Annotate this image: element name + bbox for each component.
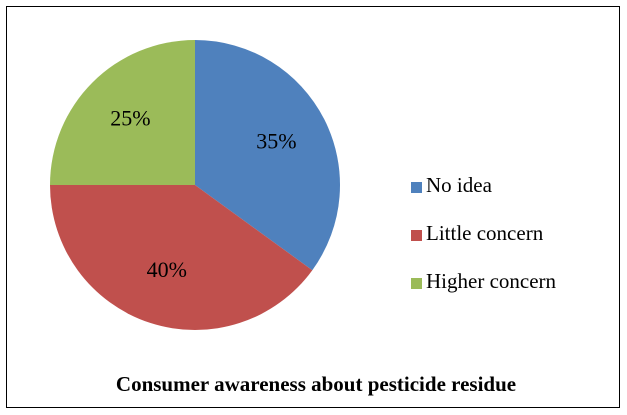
legend-swatch bbox=[411, 230, 422, 241]
pie-slice bbox=[50, 185, 313, 330]
data-label: 35% bbox=[256, 129, 296, 154]
pie-slice bbox=[195, 40, 340, 271]
data-label: 40% bbox=[147, 257, 187, 282]
chart-title: Consumer awareness about pesticide resid… bbox=[116, 372, 516, 396]
pie-slice bbox=[50, 40, 195, 185]
legend-label: Little concern bbox=[426, 221, 544, 245]
data-label: 25% bbox=[110, 105, 150, 130]
legend-label: Higher concern bbox=[426, 269, 557, 293]
legend-swatch bbox=[411, 278, 422, 289]
legend-swatch bbox=[411, 182, 422, 193]
legend-label: No idea bbox=[426, 173, 493, 197]
